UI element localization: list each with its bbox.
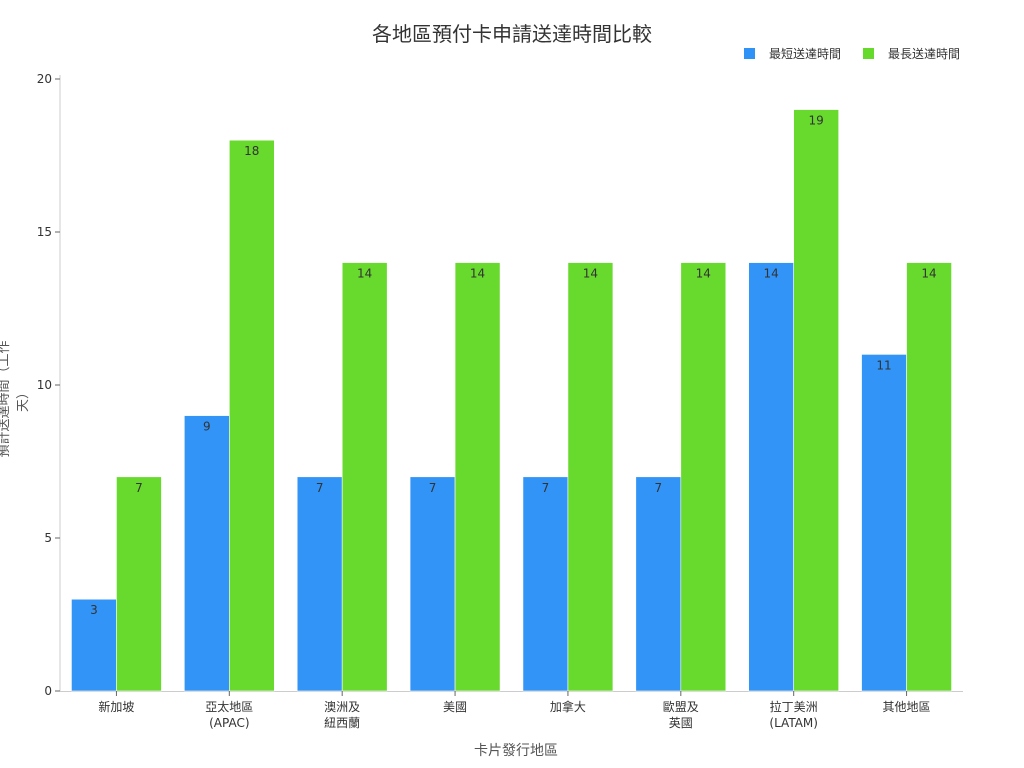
bar-value-label: 7 bbox=[429, 481, 437, 495]
bar-min[interactable] bbox=[184, 415, 230, 692]
bar-value-label: 19 bbox=[809, 114, 824, 128]
legend-item-max[interactable]: 最長送達時間 bbox=[862, 45, 960, 62]
y-tick-label: 15 bbox=[37, 225, 52, 239]
bar-value-label: 7 bbox=[316, 481, 324, 495]
bar-min[interactable] bbox=[861, 354, 907, 692]
bar-value-label: 7 bbox=[542, 481, 550, 495]
y-tick-label: 0 bbox=[44, 684, 52, 698]
bar-value-label: 14 bbox=[357, 267, 372, 281]
bar-value-label: 14 bbox=[583, 267, 598, 281]
bar-value-label: 9 bbox=[203, 420, 211, 434]
bar-value-label: 7 bbox=[654, 481, 662, 495]
x-tick-label: 歐盟及 bbox=[663, 699, 699, 714]
bar-min[interactable] bbox=[409, 476, 456, 692]
x-tick-label: 新加坡 bbox=[98, 699, 134, 714]
chart-title: 各地區預付卡申請送達時間比較 bbox=[372, 22, 652, 46]
bar-max[interactable] bbox=[341, 262, 388, 692]
bar-max[interactable] bbox=[229, 139, 275, 692]
bar-value-label: 11 bbox=[876, 358, 891, 372]
bar-max[interactable] bbox=[793, 109, 839, 692]
bar-value-label: 14 bbox=[470, 267, 485, 281]
legend-swatch-max bbox=[862, 48, 874, 59]
x-tick-label: 其他地區 bbox=[883, 700, 931, 714]
bar-max[interactable] bbox=[454, 262, 501, 692]
x-tick-label: (LATAM) bbox=[769, 716, 818, 730]
bar-max[interactable] bbox=[906, 262, 952, 692]
bar-value-label: 14 bbox=[696, 267, 711, 281]
x-tick-label: 澳洲及 bbox=[324, 700, 360, 714]
x-tick-label: 英國 bbox=[669, 716, 693, 730]
bar-value-label: 14 bbox=[764, 267, 779, 281]
bar-min[interactable] bbox=[748, 262, 794, 692]
x-tick-label: 亞太地區 bbox=[205, 699, 253, 714]
y-tick-label: 5 bbox=[44, 531, 52, 545]
x-tick-label: 美國 bbox=[443, 700, 467, 714]
bar-max[interactable] bbox=[116, 476, 162, 692]
legend-item-min[interactable]: 最短送達時間 bbox=[743, 45, 841, 62]
legend-label-min: 最短送達時間 bbox=[768, 47, 841, 61]
bar-value-label: 18 bbox=[244, 144, 259, 158]
bar-min[interactable] bbox=[71, 598, 117, 692]
y-tick-label: 10 bbox=[37, 378, 52, 392]
bar-value-label: 7 bbox=[135, 481, 143, 495]
x-tick-label: (APAC) bbox=[209, 716, 249, 730]
legend: 最短送達時間 最長送達時間 bbox=[722, 45, 960, 62]
bar-max[interactable] bbox=[680, 262, 727, 692]
legend-label-max: 最長送達時間 bbox=[887, 47, 960, 61]
x-tick-label: 紐西蘭 bbox=[324, 716, 360, 730]
bar-min[interactable] bbox=[522, 476, 569, 692]
x-tick-label: 拉丁美洲 bbox=[770, 699, 818, 714]
bar-min[interactable] bbox=[296, 476, 343, 692]
y-tick-label: 20 bbox=[37, 72, 52, 86]
x-tick-label: 加拿大 bbox=[550, 699, 586, 714]
x-axis-label: 卡片發行地區 bbox=[474, 743, 558, 759]
legend-swatch-min bbox=[743, 48, 755, 59]
bar-value-label: 3 bbox=[90, 603, 98, 617]
bar-min[interactable] bbox=[635, 476, 682, 692]
bar-max[interactable] bbox=[567, 262, 614, 692]
bar-value-label: 14 bbox=[921, 267, 936, 281]
